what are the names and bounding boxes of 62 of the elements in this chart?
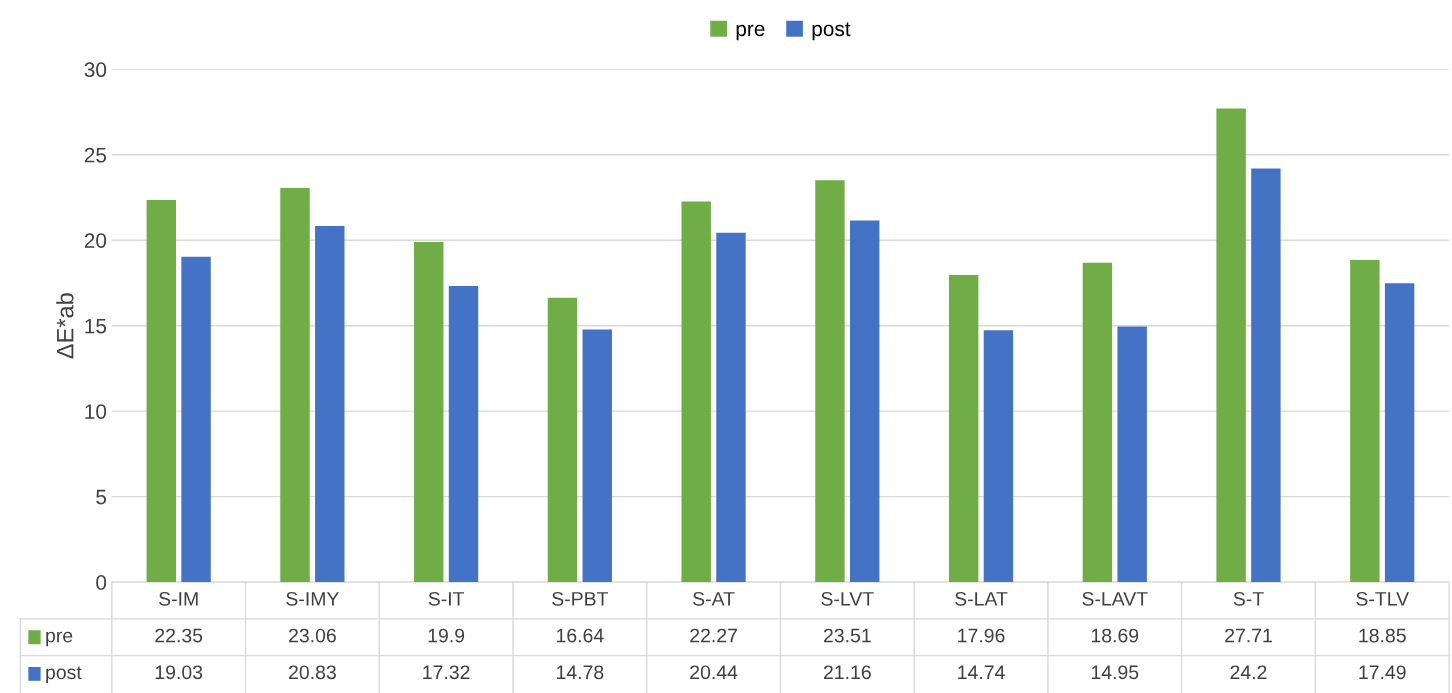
data-label: 17.32 xyxy=(423,665,470,680)
data-label: 22.27 xyxy=(690,628,737,643)
bar xyxy=(1384,283,1415,583)
data-label: 14.74 xyxy=(958,665,1005,679)
data-label: 27.71 xyxy=(1225,628,1272,643)
data-label: 14.95 xyxy=(1091,665,1139,680)
text: post xyxy=(46,666,82,684)
bar xyxy=(849,220,880,583)
bar xyxy=(582,329,612,583)
bar xyxy=(547,297,578,583)
bar xyxy=(280,187,310,583)
y-tick-label: 20 xyxy=(84,233,107,248)
y-tick-label: 15 xyxy=(85,318,107,334)
data-label: 18.69 xyxy=(1091,628,1139,643)
legend-label: post xyxy=(812,22,851,41)
y-axis-title: ΔE*ab xyxy=(56,293,74,359)
bar xyxy=(983,330,1014,583)
data-label: 20.83 xyxy=(289,665,336,680)
bar xyxy=(1251,168,1281,583)
bar xyxy=(948,275,979,583)
data-label: 19.03 xyxy=(155,665,203,680)
x-tick-label: S-PBT xyxy=(552,591,609,606)
legend-label: pre xyxy=(736,24,765,41)
bar xyxy=(1350,259,1380,583)
bar xyxy=(1082,262,1113,583)
y-tick-label: 0 xyxy=(96,575,107,590)
x-tick-label: S-AT xyxy=(693,591,735,606)
data-label: 17.49 xyxy=(1359,665,1406,680)
bar xyxy=(181,256,211,583)
x-tick-label: S-IMY xyxy=(286,591,339,606)
data-label: 16.64 xyxy=(557,628,604,643)
data-label: 24.2 xyxy=(1230,665,1267,679)
y-tick-label: 10 xyxy=(85,404,107,419)
x-tick-label: S-LAVT xyxy=(1082,591,1148,606)
y-tick-label: 30 xyxy=(84,62,107,78)
bar xyxy=(716,232,746,583)
x-tick-label: S-IM xyxy=(159,591,198,606)
data-label: 14.78 xyxy=(557,665,604,680)
data-label: 23.51 xyxy=(823,628,871,643)
bar xyxy=(1117,326,1147,583)
data-label: 17.96 xyxy=(958,628,1005,643)
bar xyxy=(448,286,479,583)
bar xyxy=(315,226,345,583)
x-tick-label: S-T xyxy=(1233,591,1264,606)
data-label: 21.16 xyxy=(823,665,871,680)
bar xyxy=(146,200,176,583)
x-tick-label: S-IT xyxy=(428,591,465,606)
data-label: 20.44 xyxy=(690,665,738,680)
bar xyxy=(681,201,711,583)
y-tick-label: 5 xyxy=(96,489,107,505)
data-label: 22.35 xyxy=(155,628,203,643)
x-tick-label: S-LVT xyxy=(821,591,874,606)
x-tick-label: S-LAT xyxy=(955,591,1008,606)
y-tick-label: 25 xyxy=(84,147,107,163)
bar xyxy=(414,241,444,583)
data-label: 19.9 xyxy=(428,628,465,643)
bar xyxy=(815,180,845,583)
bar xyxy=(1216,108,1246,583)
x-tick-label: S-TLV xyxy=(1356,591,1409,606)
text: pre xyxy=(46,631,73,647)
data-label: 18.85 xyxy=(1359,628,1406,643)
data-label: 23.06 xyxy=(289,628,336,643)
